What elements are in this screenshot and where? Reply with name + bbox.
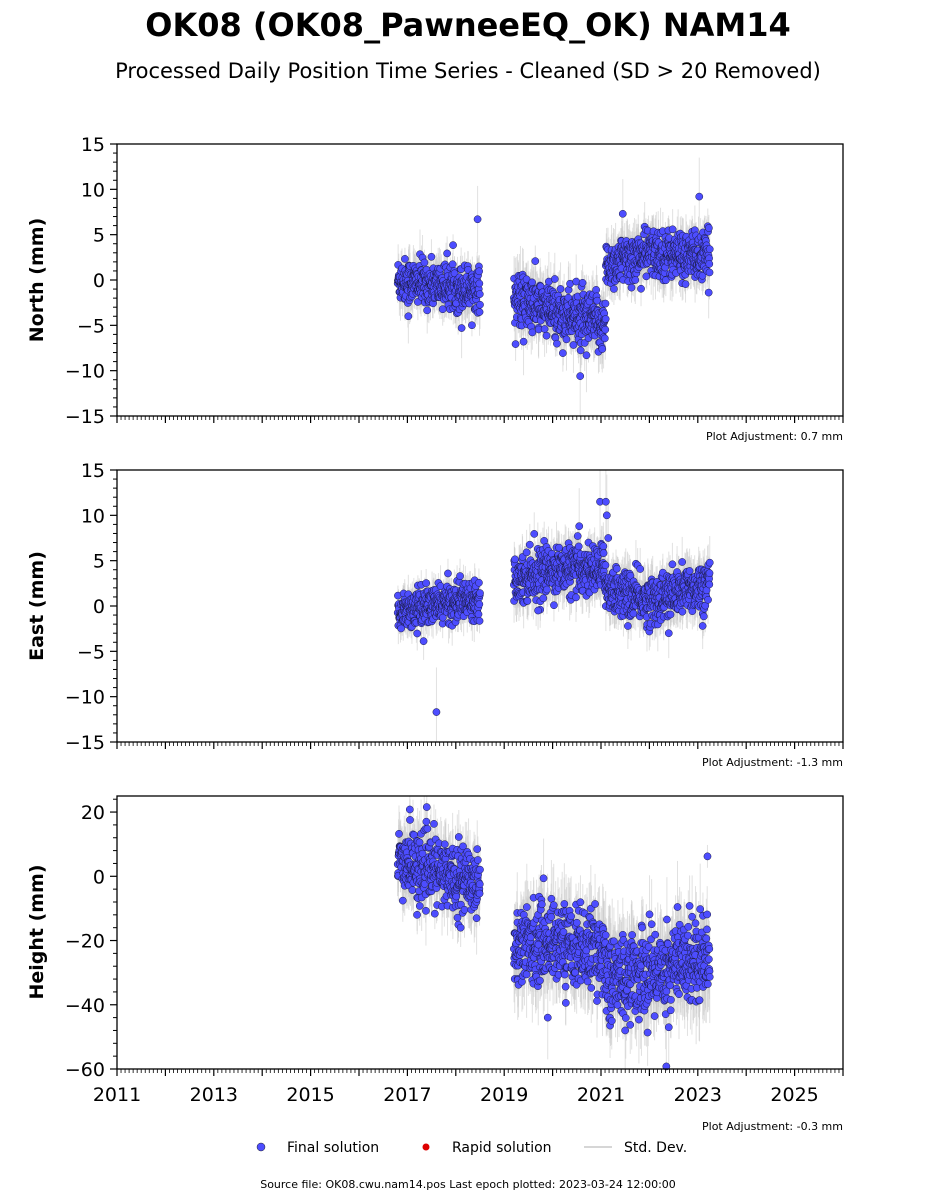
north-data-point: [468, 321, 476, 330]
east-data-point: [413, 629, 422, 638]
north-data-point: [476, 300, 484, 309]
north-data-point: [576, 346, 585, 355]
north-data-point: [627, 283, 636, 292]
north-data-point: [420, 258, 429, 267]
east-data-point: [550, 601, 558, 610]
east-data-point: [422, 579, 430, 587]
north-data-point: [705, 260, 714, 268]
east-data-point: [522, 548, 531, 557]
north-data-point: [600, 334, 609, 343]
north-data-point: [519, 337, 528, 346]
north-data-point: [528, 278, 536, 287]
north-data-point: [637, 284, 645, 293]
north-data-point: [423, 306, 432, 315]
north-plot-adjustment: Plot Adjustment: 0.7 mm: [706, 430, 843, 443]
north-y-tick-label: 5: [93, 225, 105, 247]
east-data-point: [444, 569, 452, 578]
east-data-point: [474, 610, 483, 619]
north-data-point: [642, 272, 651, 281]
north-y-tick-label: 10: [81, 179, 105, 201]
north-data-point: [610, 285, 618, 293]
north-data-point: [531, 257, 540, 265]
north-data-point: [601, 325, 610, 334]
east-data-point: [572, 593, 580, 602]
north-data-point: [550, 275, 559, 283]
north-y-axis-label: North (mm): [26, 218, 48, 343]
north-data-point: [559, 349, 567, 357]
east-data-point: [456, 572, 464, 580]
north-data-point: [475, 267, 483, 276]
east-data-point: [475, 600, 484, 609]
north-data-point: [475, 290, 484, 298]
north-data-point: [542, 331, 551, 340]
north-y-tick-label: 15: [81, 134, 105, 156]
north-data-point: [592, 286, 600, 294]
north-data-point: [705, 224, 713, 232]
east-data-point: [511, 555, 519, 564]
north-data-point: [449, 241, 457, 249]
north-data-point: [631, 276, 640, 284]
east-data-point: [476, 589, 484, 597]
north-data-point: [598, 345, 607, 353]
north-data-point: [401, 255, 409, 263]
north-data-point: [582, 351, 591, 360]
north-y-tick-label: −5: [77, 315, 105, 337]
north-data-point: [540, 325, 549, 333]
east-data-point: [543, 585, 551, 594]
north-panel: −15 −10 −5 0 5 10 15 North (mm) Plot Adjustmen…: [26, 134, 844, 443]
east-data-point: [525, 540, 534, 549]
east-data-point: [475, 617, 484, 625]
north-data-point: [556, 285, 565, 293]
figure-subtitle: Processed Daily Position Time Series - C…: [115, 59, 821, 83]
east-data-point: [539, 594, 548, 603]
north-data-point: [593, 296, 602, 305]
north-data-point: [528, 328, 537, 337]
north-final-points: [393, 192, 714, 380]
north-series: [393, 157, 714, 416]
north-data-point: [475, 308, 484, 316]
east-final-points: [393, 497, 714, 716]
north-data-point: [404, 312, 413, 321]
north-data-point: [448, 260, 457, 269]
north-y-tick-label: 0: [93, 270, 105, 292]
north-data-point: [569, 341, 578, 349]
north-data-point: [681, 280, 690, 288]
north-data-point: [427, 252, 436, 261]
north-data-point: [704, 288, 713, 297]
north-y-tick-label: −15: [65, 406, 105, 428]
east-data-point: [574, 542, 583, 551]
north-data-point: [576, 372, 585, 380]
north-data-point: [578, 278, 587, 287]
figure-title: OK08 (OK08_PawneeEQ_OK) NAM14: [145, 6, 791, 44]
north-data-point: [705, 268, 714, 277]
north-data-point: [473, 215, 482, 224]
north-data-point: [705, 245, 714, 253]
north-data-point: [668, 225, 677, 234]
east-data-point: [523, 597, 532, 605]
north-data-point: [562, 335, 571, 344]
north-data-point: [511, 340, 520, 348]
east-data-point: [397, 624, 405, 633]
east-data-point: [419, 637, 428, 646]
east-data-point: [530, 530, 539, 538]
east-series: [393, 470, 714, 742]
north-data-point: [475, 279, 484, 288]
north-data-point: [553, 339, 561, 348]
east-data-point: [475, 578, 483, 587]
north-data-point: [601, 299, 610, 308]
north-data-point: [443, 249, 451, 258]
east-data-point: [573, 532, 582, 540]
north-y-tick-label: −10: [65, 361, 105, 383]
north-data-point: [618, 209, 627, 218]
north-data-point: [601, 315, 610, 323]
north-data-point: [457, 324, 466, 332]
north-data-point: [695, 192, 704, 201]
